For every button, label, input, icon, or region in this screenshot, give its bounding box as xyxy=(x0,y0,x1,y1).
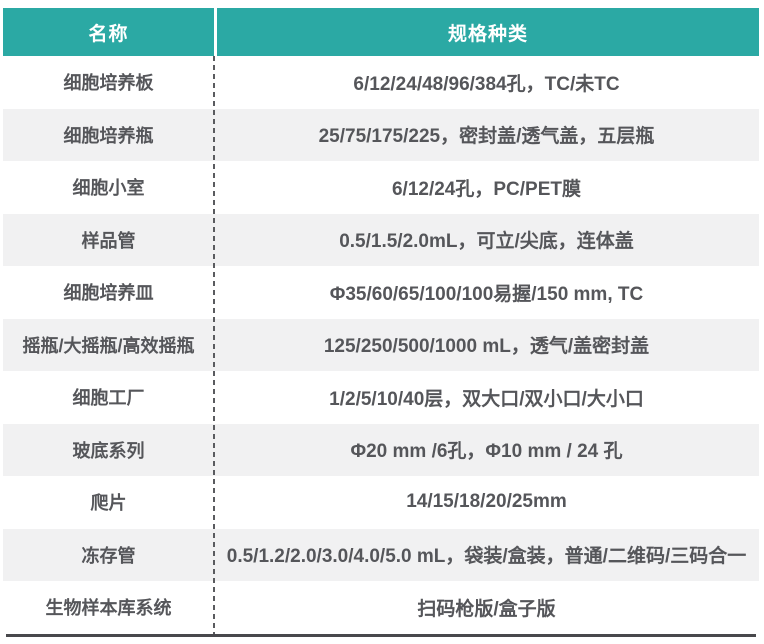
product-spec-cell: 6/12/24孔，PC/PET膜 xyxy=(391,178,582,200)
product-name-cell: 爬片 xyxy=(90,493,127,514)
table-body: 细胞培养板 6/12/24/48/96/384孔，TC/未TC 细胞培养瓶 25… xyxy=(3,56,759,634)
spec-table: 名称 规格种类 细胞培养板 6/12/24/48/96/384孔，TC/未TC … xyxy=(3,8,759,634)
table-row: 玻底系列 Φ20 mm /6孔，Φ10 mm / 24 孔 xyxy=(3,423,759,476)
product-name-cell: 生物样本库系统 xyxy=(45,598,172,619)
header-cell-name: 名称 xyxy=(88,23,129,45)
table-row: 冻存管 0.5/1.2/2.0/3.0/4.0/5.0 mL，袋装/盒装，普通/… xyxy=(3,528,759,581)
product-spec-cell: 扫码枪版/盒子版 xyxy=(417,598,556,620)
table-row: 细胞培养板 6/12/24/48/96/384孔，TC/未TC xyxy=(3,56,759,109)
table-row: 生物样本库系统 扫码枪版/盒子版 xyxy=(3,581,759,634)
product-spec-cell: 14/15/18/20/25mm xyxy=(406,491,567,513)
product-name-cell: 样品管 xyxy=(81,230,136,251)
product-spec-cell: 0.5/1.2/2.0/3.0/4.0/5.0 mL，袋装/盒装，普通/二维码/… xyxy=(226,546,747,568)
product-name-cell: 细胞培养板 xyxy=(63,73,154,94)
product-name-cell: 细胞小室 xyxy=(72,178,145,199)
product-spec-cell: 6/12/24/48/96/384孔，TC/未TC xyxy=(353,73,620,95)
table-row: 细胞小室 6/12/24孔，PC/PET膜 xyxy=(3,161,759,214)
product-spec-cell: Φ20 mm /6孔，Φ10 mm / 24 孔 xyxy=(350,441,623,463)
product-name-cell: 细胞工厂 xyxy=(72,388,145,409)
product-name-cell: 冻存管 xyxy=(81,545,136,566)
table-row: 细胞培养瓶 25/75/175/225，密封盖/透气盖，五层瓶 xyxy=(3,108,759,161)
table-row: 样品管 0.5/1.5/2.0mL，可立/尖底，连体盖 xyxy=(3,213,759,266)
product-spec-cell: 0.5/1.5/2.0mL，可立/尖底，连体盖 xyxy=(339,231,634,253)
product-name-cell: 玻底系列 xyxy=(72,440,145,461)
table-row: 摇瓶/大摇瓶/高效摇瓶 125/250/500/1000 mL，透气/盖密封盖 xyxy=(3,318,759,371)
product-spec-cell: 125/250/500/1000 mL，透气/盖密封盖 xyxy=(323,336,650,358)
product-name-cell: 细胞培养皿 xyxy=(63,283,154,304)
header-cell-spec: 规格种类 xyxy=(214,8,759,56)
table-row: 爬片 14/15/18/20/25mm xyxy=(3,476,759,529)
product-name-cell: 细胞培养瓶 xyxy=(63,125,154,146)
product-spec-cell: Φ35/60/65/100/100易握/150 mm, TC xyxy=(329,283,644,305)
table-row: 细胞培养皿 Φ35/60/65/100/100易握/150 mm, TC xyxy=(3,266,759,319)
table-row: 细胞工厂 1/2/5/10/40层，双大口/双小口/大小口 xyxy=(3,371,759,424)
product-spec-cell: 25/75/175/225，密封盖/透气盖，五层瓶 xyxy=(318,126,655,148)
table-bottom-rule xyxy=(6,634,756,637)
product-spec-cell: 1/2/5/10/40层，双大口/双小口/大小口 xyxy=(329,388,644,410)
column-divider-dashed-line xyxy=(213,56,215,634)
table-header-row: 名称 规格种类 xyxy=(3,8,759,56)
product-name-cell: 摇瓶/大摇瓶/高效摇瓶 xyxy=(22,335,195,356)
